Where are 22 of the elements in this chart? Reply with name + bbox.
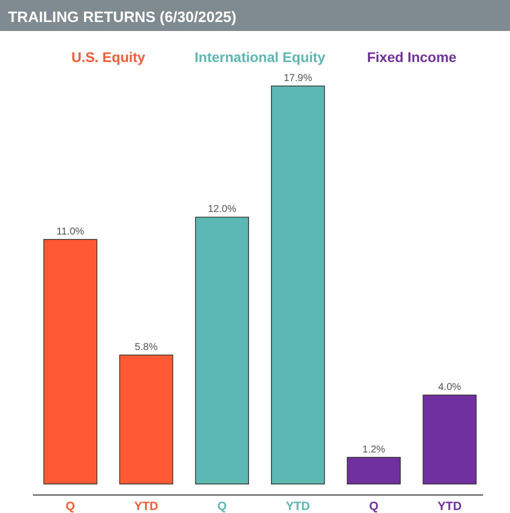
bar — [270, 86, 325, 484]
x-tick-label: Q — [66, 499, 76, 513]
x-tick-label: YTD — [134, 499, 159, 513]
bar — [119, 354, 174, 484]
data-label: 17.9% — [284, 73, 312, 84]
data-label: 1.2% — [362, 444, 386, 456]
series-label: International Equity — [194, 49, 326, 65]
bar — [422, 394, 477, 484]
x-tick-label: Q — [369, 499, 378, 513]
data-label: 4.0% — [438, 382, 462, 394]
x-tick-label: YTD — [286, 499, 310, 513]
bar — [346, 456, 401, 484]
bar — [43, 239, 98, 484]
chart-title: TRAILING RETURNS (6/30/2025) — [8, 9, 236, 26]
data-label: 11.0% — [56, 226, 84, 238]
x-tick-label: YTD — [438, 499, 462, 513]
x-tick-label: Q — [217, 499, 227, 513]
data-label: 5.8% — [134, 342, 158, 354]
data-label: 12.0% — [208, 204, 236, 216]
text: Fixed Income — [366, 49, 457, 65]
bar — [195, 216, 250, 484]
text: U.S. Equity — [71, 49, 146, 65]
